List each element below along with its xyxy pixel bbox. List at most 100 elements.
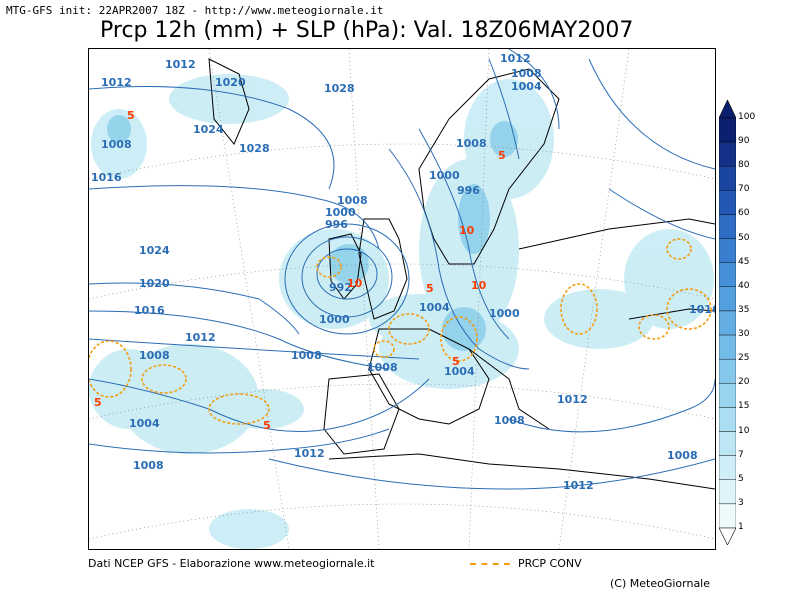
colorbar-segment (718, 310, 737, 336)
pressure-label: 1008 (133, 459, 164, 472)
colorbar-graphic (718, 99, 737, 546)
colorbar-top-arrow (718, 99, 737, 119)
prcp-conv-legend-label: PRCP CONV (518, 557, 582, 570)
colorbar-segment (718, 334, 737, 360)
precip-labels: 5 5 10 10 5 10 5 5 5 (94, 109, 506, 432)
precip-colorbar (718, 99, 737, 546)
pressure-label: 1004 (129, 417, 160, 430)
colorbar-tick-label: 90 (738, 136, 750, 147)
colorbar-segment (718, 141, 737, 167)
pressure-label: 1020 (215, 76, 246, 89)
pressure-label: 1008 (101, 138, 132, 151)
colorbar-tick-label: 7 (738, 449, 744, 460)
precip-label: 5 (127, 109, 135, 122)
pressure-label: 996 (325, 218, 348, 231)
precip-label: 10 (459, 224, 475, 237)
colorbar-segment (718, 358, 737, 384)
colorbar-segment (718, 431, 737, 456)
init-info: MTG-GFS init: 22APR2007 18Z - http://www… (6, 4, 384, 17)
pressure-label: 1024 (139, 244, 170, 257)
pressure-label: 1008 (667, 449, 698, 462)
colorbar-tick-label: 35 (738, 304, 750, 315)
colorbar-segment (718, 214, 737, 239)
pressure-label: 1008 (337, 194, 368, 207)
prcp-conv-contours (89, 238, 712, 425)
colorbar-segment (718, 262, 737, 288)
colorbar-tick-label: 45 (738, 256, 750, 267)
pressure-label: 1012 (165, 58, 196, 71)
colorbar-tick-label: 25 (738, 353, 750, 364)
weather-map[interactable]: 1012 1020 1028 1024 1028 1012 1008 1016 … (88, 48, 716, 550)
colorbar-tick-label: 80 (738, 160, 750, 171)
pressure-label: 1000 (319, 313, 350, 326)
map-canvas: 1012 1020 1028 1024 1028 1012 1008 1016 … (89, 49, 715, 549)
precip-label: 10 (347, 277, 363, 290)
pressure-label: 1008 (456, 137, 487, 150)
pressure-label: 1012 (563, 479, 594, 492)
colorbar-tick-label: 100 (738, 112, 756, 122)
colorbar-tick-label: 30 (738, 329, 750, 340)
pressure-label: 1016 (689, 303, 715, 316)
pressure-label: 1024 (193, 123, 224, 136)
pressure-label: 1004 (444, 365, 475, 378)
colorbar-segment (718, 286, 737, 312)
pressure-label: 1000 (489, 307, 520, 320)
pressure-label: 1020 (139, 277, 170, 290)
colorbar-segment (718, 238, 737, 263)
pressure-label: 1012 (101, 76, 132, 89)
pressure-label: 1000 (325, 206, 356, 219)
map-title: Prcp 12h (mm) + SLP (hPa): Val. 18Z06MAY… (100, 18, 634, 43)
pressure-label: 1008 (139, 349, 170, 362)
colorbar-segment (718, 117, 737, 143)
copyright: (C) MeteoGiornale (610, 577, 711, 590)
precip-label: 5 (452, 355, 460, 368)
colorbar-tick-label: 20 (738, 377, 750, 388)
pressure-label: 992 (329, 281, 352, 294)
isobars (89, 49, 715, 490)
colorbar-segment (718, 479, 737, 505)
colorbar-tick-label: 70 (738, 184, 750, 195)
pressure-label: 1008 (511, 67, 542, 80)
colorbar-tick-label: 50 (738, 232, 750, 243)
colorbar-tick-label: 5 (738, 473, 744, 484)
colorbar-segment (718, 407, 737, 432)
precip-label: 5 (498, 149, 506, 162)
colorbar-segment (718, 455, 737, 480)
colorbar-segment (718, 503, 737, 529)
colorbar-segment (718, 383, 737, 408)
colorbar-tick-label: 10 (738, 425, 750, 436)
pressure-label: 1008 (291, 349, 322, 362)
prcp-conv-legend-swatch (470, 563, 510, 565)
pressure-label: 1012 (294, 447, 325, 460)
colorbar-tick-label: 40 (738, 280, 750, 291)
pressure-label: 1016 (91, 171, 122, 184)
pressure-label: 1016 (134, 304, 165, 317)
precip-label: 5 (263, 419, 271, 432)
pressure-label: 1012 (500, 52, 531, 65)
pressure-label: 1004 (511, 80, 542, 93)
precip-label: 5 (426, 282, 434, 295)
colorbar-tick-label: 1 (738, 522, 744, 532)
pressure-label: 1004 (419, 301, 450, 314)
pressure-label: 996 (457, 184, 480, 197)
precip-label: 10 (471, 279, 487, 292)
pressure-label: 1000 (429, 169, 460, 182)
pressure-label: 1012 (557, 393, 588, 406)
pressure-label: 1028 (239, 142, 270, 155)
pressure-label: 1012 (185, 331, 216, 344)
pressure-label: 1028 (324, 82, 355, 95)
graticule (89, 49, 715, 549)
colorbar-bottom-arrow (718, 527, 737, 546)
pressure-label: 1008 (494, 414, 525, 427)
data-source: Dati NCEP GFS - Elaborazione www.meteogi… (88, 557, 375, 570)
colorbar-segment (718, 166, 737, 191)
colorbar-segment (718, 190, 737, 215)
pressure-label: 1008 (367, 361, 398, 374)
colorbar-tick-label: 60 (738, 208, 750, 219)
colorbar-tick-label: 15 (738, 401, 750, 412)
colorbar-tick-label: 3 (738, 497, 744, 508)
coastlines (208, 58, 715, 490)
pressure-labels: 1012 1020 1028 1024 1028 1012 1008 1016 … (91, 52, 715, 492)
precip-label: 5 (94, 396, 102, 409)
precip-shading (89, 74, 714, 549)
